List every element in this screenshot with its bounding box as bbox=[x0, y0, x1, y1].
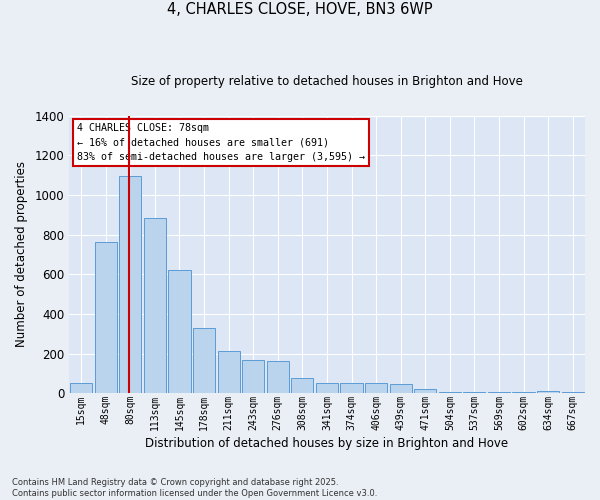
Bar bbox=[488, 392, 510, 394]
Bar bbox=[512, 392, 535, 394]
Bar bbox=[70, 382, 92, 394]
Bar bbox=[389, 384, 412, 394]
Text: 4 CHARLES CLOSE: 78sqm
← 16% of detached houses are smaller (691)
83% of semi-de: 4 CHARLES CLOSE: 78sqm ← 16% of detached… bbox=[77, 122, 365, 162]
Bar bbox=[537, 392, 559, 394]
Bar bbox=[267, 360, 289, 394]
Bar bbox=[169, 270, 191, 394]
Bar bbox=[562, 392, 584, 394]
Bar bbox=[316, 382, 338, 394]
Bar bbox=[439, 392, 461, 394]
Bar bbox=[95, 242, 117, 394]
Bar bbox=[340, 384, 362, 394]
Bar bbox=[291, 378, 313, 394]
Bar bbox=[144, 218, 166, 394]
Bar bbox=[119, 176, 142, 394]
Bar bbox=[218, 350, 239, 394]
Text: Contains HM Land Registry data © Crown copyright and database right 2025.
Contai: Contains HM Land Registry data © Crown c… bbox=[12, 478, 377, 498]
Title: Size of property relative to detached houses in Brighton and Hove: Size of property relative to detached ho… bbox=[131, 75, 523, 88]
Bar bbox=[463, 392, 485, 394]
Bar bbox=[365, 384, 387, 394]
Text: 4, CHARLES CLOSE, HOVE, BN3 6WP: 4, CHARLES CLOSE, HOVE, BN3 6WP bbox=[167, 2, 433, 18]
Bar bbox=[414, 390, 436, 394]
Y-axis label: Number of detached properties: Number of detached properties bbox=[15, 162, 28, 348]
Bar bbox=[193, 328, 215, 394]
X-axis label: Distribution of detached houses by size in Brighton and Hove: Distribution of detached houses by size … bbox=[145, 437, 508, 450]
Bar bbox=[242, 360, 264, 394]
